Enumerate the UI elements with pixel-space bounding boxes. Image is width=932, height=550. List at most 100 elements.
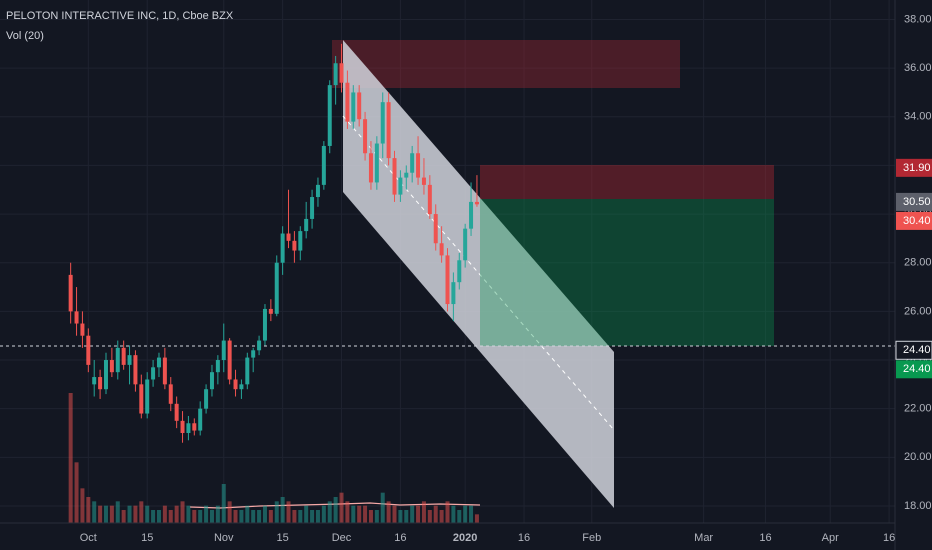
volume-bar: [139, 501, 144, 523]
candle-body: [168, 384, 173, 404]
volume-bar: [221, 484, 226, 523]
volume-bar: [186, 505, 191, 523]
candle-body: [151, 367, 156, 380]
volume-bar: [321, 505, 326, 523]
volume-bar: [280, 497, 285, 523]
axes: 18.0020.0022.0024.0026.0028.0030.0032.00…: [80, 13, 932, 544]
candle-body: [162, 357, 167, 385]
price-label-bg: [895, 340, 932, 360]
price-label-bg: [896, 360, 932, 379]
candle-body: [233, 379, 238, 390]
x-tick-label: Dec: [332, 532, 352, 544]
volume-bar: [257, 510, 262, 523]
candle-body: [174, 403, 179, 421]
candle-body: [298, 231, 303, 251]
price-label: 30.50: [903, 196, 931, 208]
volume-bar: [251, 510, 256, 523]
volume-bar: [209, 510, 214, 523]
candle-body: [109, 360, 114, 373]
candle-body: [209, 372, 214, 390]
volume-bar: [268, 510, 273, 523]
volume-bar: [363, 505, 368, 523]
candle-body: [427, 184, 432, 215]
volume-bar: [374, 510, 379, 523]
volume-bar: [421, 501, 426, 523]
candle-body: [474, 201, 479, 205]
candle-body: [274, 262, 279, 314]
candle-body: [198, 408, 203, 431]
volume-bar: [416, 505, 421, 523]
candle-body: [251, 350, 256, 358]
y-tick-label: 20.00: [904, 451, 932, 463]
candle-body: [368, 153, 373, 183]
channel-midline: [342, 115, 615, 431]
volume-bar: [180, 501, 185, 523]
volume-bar: [245, 505, 250, 523]
candle-body: [98, 377, 103, 390]
candle-body: [433, 214, 438, 244]
volume-bar: [457, 510, 462, 523]
candle-body: [380, 102, 385, 144]
volume-bar: [233, 510, 238, 523]
x-tick-label: 16: [518, 532, 530, 544]
candle-body: [404, 172, 409, 178]
volume-bar: [310, 510, 315, 523]
volume-bar: [192, 510, 197, 523]
y-tick-label: 36.00: [904, 62, 932, 74]
volume-bar: [286, 501, 291, 523]
volume-bar: [351, 505, 356, 523]
x-tick-label: 16: [759, 532, 771, 544]
volume-bar: [292, 510, 297, 523]
candle-body: [392, 158, 397, 195]
candle-body: [386, 102, 391, 159]
volume-bar: [339, 492, 344, 523]
candle-body: [327, 85, 332, 146]
volume-bar: [115, 501, 120, 523]
candle-body: [410, 153, 415, 173]
candle-body: [339, 63, 344, 83]
candle-body: [451, 282, 456, 305]
x-tick-label: 2020: [453, 532, 477, 544]
candle-body: [333, 63, 338, 86]
y-tick-label: 28.00: [904, 257, 932, 269]
candle-body: [304, 218, 309, 232]
chart-title: PELOTON INTERACTIVE INC, 1D, Cboe BZX: [6, 10, 234, 22]
candle-body: [445, 255, 450, 305]
volume-bar: [333, 497, 338, 523]
candle-body: [103, 360, 108, 390]
volume-bar: [274, 501, 279, 523]
volume-bar: [439, 510, 444, 523]
volume-bar: [86, 497, 91, 523]
volume-bar: [174, 505, 179, 523]
volume-bar: [198, 510, 203, 523]
candle-body: [92, 377, 97, 385]
x-tick-label: Feb: [582, 532, 601, 544]
candle-body: [245, 357, 250, 385]
volume-bar: [156, 510, 161, 523]
target-zone: [480, 199, 774, 346]
candle-body: [262, 308, 267, 341]
volume-bar: [68, 393, 73, 523]
candle-body: [145, 379, 150, 414]
volume-bar: [127, 505, 132, 523]
volume-bar: [357, 505, 362, 523]
candle-body: [121, 347, 126, 365]
candle-body: [310, 197, 315, 219]
volume-bar: [463, 505, 468, 523]
volume-label: Vol (20): [6, 30, 44, 42]
candle-body: [215, 360, 220, 373]
volume-bar: [398, 510, 403, 523]
price-label: 31.90: [903, 162, 931, 174]
volume-bar: [168, 510, 173, 523]
candle-body: [292, 240, 297, 251]
volume-bar: [92, 501, 97, 523]
volume-bar: [162, 505, 167, 523]
volume-bar: [215, 505, 220, 523]
stop-zone: [480, 165, 774, 199]
volume-bar: [151, 510, 156, 523]
candle-body: [321, 145, 326, 185]
volume-bar: [133, 505, 138, 523]
candle-body: [363, 119, 368, 154]
x-tick-label: Mar: [694, 532, 713, 544]
